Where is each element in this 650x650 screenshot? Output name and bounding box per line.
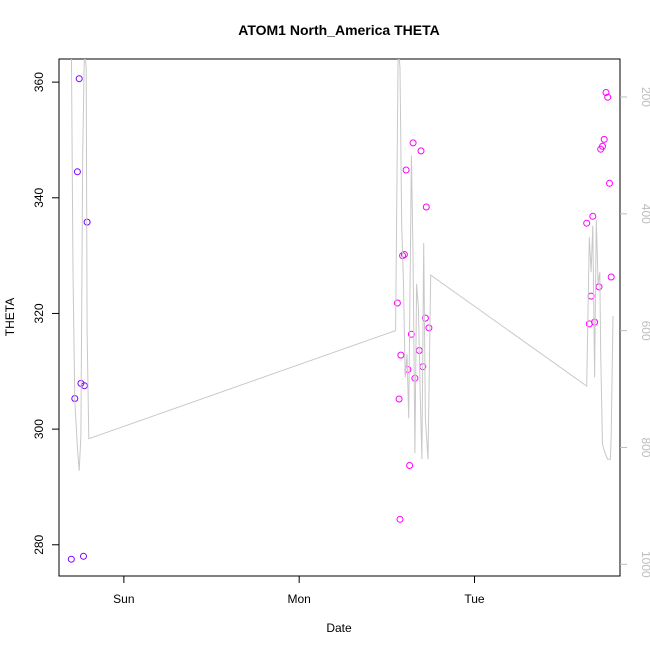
data-point bbox=[409, 139, 417, 147]
data-point bbox=[396, 515, 404, 523]
data-point bbox=[583, 219, 591, 227]
y-axis-label: THETA bbox=[3, 298, 17, 336]
data-point bbox=[407, 330, 415, 338]
data-point bbox=[602, 89, 610, 96]
data-point bbox=[397, 351, 405, 359]
series-line bbox=[70, 59, 614, 471]
x-tick-label: Mon bbox=[288, 592, 311, 606]
data-point bbox=[406, 462, 414, 469]
data-point bbox=[607, 273, 615, 281]
data-point bbox=[80, 552, 87, 560]
data-point bbox=[599, 142, 606, 150]
y2-tick-label: 1000 bbox=[639, 551, 650, 578]
data-point bbox=[400, 251, 408, 258]
x-tick-label: Sun bbox=[113, 592, 134, 606]
data-point bbox=[73, 168, 81, 176]
y-tick-label: 340 bbox=[32, 187, 46, 207]
data-point bbox=[591, 318, 599, 326]
y-tick-label: 360 bbox=[32, 72, 46, 92]
data-point bbox=[75, 75, 83, 83]
y2-tick-label: 200 bbox=[639, 87, 650, 107]
x-axis-label: Date bbox=[326, 621, 352, 635]
y2-tick-label: 400 bbox=[639, 204, 650, 224]
data-point bbox=[417, 147, 425, 155]
data-point bbox=[595, 283, 603, 291]
data-point bbox=[425, 324, 433, 332]
data-point bbox=[421, 314, 429, 322]
y-tick-label: 320 bbox=[32, 303, 46, 323]
data-point bbox=[411, 374, 419, 382]
data-point bbox=[422, 203, 430, 211]
plot-area bbox=[67, 59, 615, 563]
data-point bbox=[606, 179, 613, 187]
data-point bbox=[67, 555, 75, 563]
data-point bbox=[393, 299, 401, 307]
plot-clip-group bbox=[67, 59, 615, 563]
chart-title: ATOM1 North_America THETA bbox=[238, 22, 439, 38]
y2-tick-label: 800 bbox=[639, 437, 650, 457]
data-point bbox=[402, 166, 410, 174]
y-tick-label: 280 bbox=[32, 534, 46, 554]
y2-tick-label: 600 bbox=[639, 321, 650, 341]
plot-frame bbox=[58, 58, 621, 577]
data-point bbox=[395, 395, 403, 403]
x-tick-label: Tue bbox=[464, 592, 485, 606]
y-tick-label: 300 bbox=[32, 419, 46, 439]
data-point bbox=[589, 212, 597, 220]
data-point bbox=[604, 93, 612, 101]
data-point bbox=[600, 135, 608, 143]
